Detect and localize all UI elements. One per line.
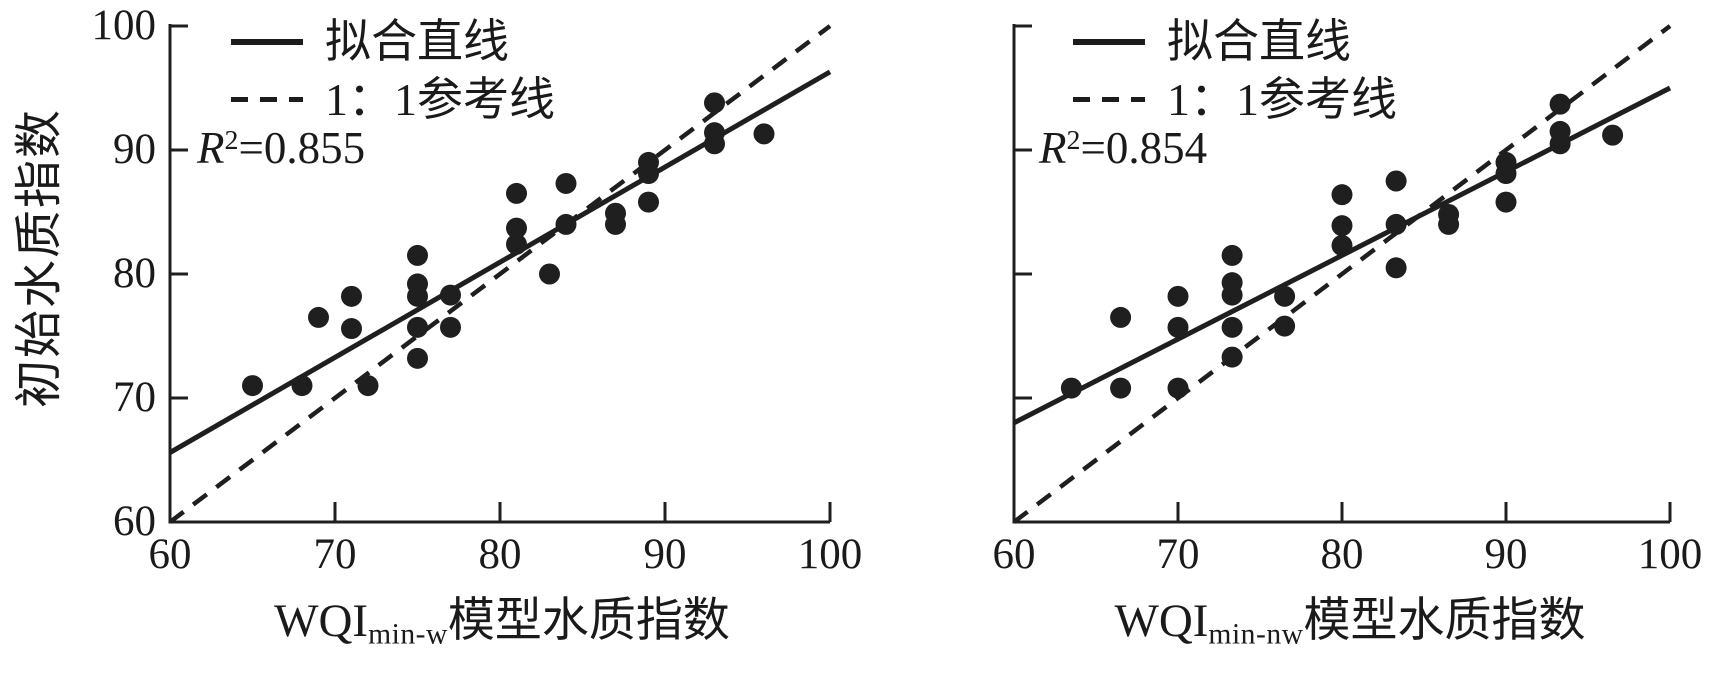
data-point <box>357 375 379 397</box>
y-tick-label: 100 <box>91 2 157 49</box>
data-point <box>605 213 626 235</box>
x-tick-label: 100 <box>1637 531 1703 578</box>
data-point <box>341 318 362 340</box>
data-point <box>1110 306 1132 328</box>
data-point <box>407 316 428 338</box>
one-to-one-reference-line <box>168 24 832 524</box>
data-point <box>407 285 428 307</box>
data-point <box>555 213 577 235</box>
fit-line-swatch <box>1073 39 1145 45</box>
fit-line-label: 拟合直线 <box>1167 16 1351 67</box>
data-point <box>638 191 659 213</box>
data-point <box>506 233 527 255</box>
data-point <box>1549 93 1571 115</box>
data-point <box>1110 377 1132 399</box>
data-point <box>440 284 461 306</box>
data-point <box>1060 377 1082 399</box>
y-axis-title: 初始水质指数 <box>13 107 66 409</box>
x-tick-label: 80 <box>478 531 522 578</box>
data-point <box>407 244 428 266</box>
scatter-plot-right <box>1012 24 1672 524</box>
x-tick-label: 60 <box>148 531 192 578</box>
data-point <box>407 347 428 369</box>
data-point <box>1495 191 1517 213</box>
data-point <box>753 123 775 145</box>
x-axis-title-left: WQImin-w模型水质指数 <box>274 595 730 651</box>
data-point <box>1167 285 1189 307</box>
data-point <box>704 133 725 155</box>
fit-line-swatch <box>231 39 303 45</box>
data-point <box>1167 316 1189 338</box>
x-tick-label: 80 <box>1320 531 1364 578</box>
data-point <box>1495 163 1517 185</box>
data-point <box>1331 234 1353 256</box>
y-tick-label: 90 <box>113 126 156 173</box>
data-point <box>1221 284 1243 306</box>
data-point <box>1549 133 1571 155</box>
x-tick-label: 100 <box>797 531 863 578</box>
data-point <box>539 263 560 285</box>
data-point <box>1438 213 1460 235</box>
data-point <box>1221 316 1243 338</box>
data-point <box>1274 315 1296 337</box>
data-point <box>1602 124 1624 146</box>
x-tick-label: 90 <box>643 531 687 578</box>
ref-line-label: 1：1参考线 <box>325 74 555 125</box>
data-point <box>1385 170 1407 192</box>
y-tick-label: 70 <box>113 374 156 421</box>
data-point <box>1167 377 1189 399</box>
data-point <box>1274 285 1296 307</box>
data-point <box>1385 257 1407 279</box>
r-squared-value: R2=0.855 <box>197 123 366 173</box>
y-tick-label: 80 <box>113 250 156 297</box>
data-point <box>1221 346 1243 368</box>
data-point <box>638 163 659 185</box>
x-tick-label: 70 <box>313 531 357 578</box>
data-point <box>506 217 527 239</box>
data-point <box>440 316 461 338</box>
data-point <box>555 172 577 194</box>
data-point <box>1385 213 1407 235</box>
data-point <box>1331 215 1353 237</box>
x-tick-label: 60 <box>992 531 1036 578</box>
one-to-one-reference-line <box>1012 24 1672 524</box>
data-point <box>341 285 362 307</box>
data-point <box>1221 244 1243 266</box>
x-tick-label: 90 <box>1484 531 1528 578</box>
ref-line-swatch <box>231 97 303 102</box>
fit-line-label: 拟合直线 <box>325 16 509 67</box>
data-point <box>1331 184 1353 206</box>
x-axis-title-right: WQImin-nw模型水质指数 <box>1114 595 1586 651</box>
data-point <box>308 306 329 328</box>
ref-line-label: 1：1参考线 <box>1167 74 1397 125</box>
data-point <box>291 375 313 397</box>
data-point <box>506 182 527 204</box>
data-point <box>704 92 725 114</box>
r-squared-value: R2=0.854 <box>1039 123 1208 173</box>
scatter-plot-left <box>168 24 832 524</box>
y-tick-label: 60 <box>113 498 156 545</box>
x-tick-label: 70 <box>1156 531 1200 578</box>
ref-line-swatch <box>1073 97 1145 102</box>
data-point <box>242 375 263 397</box>
